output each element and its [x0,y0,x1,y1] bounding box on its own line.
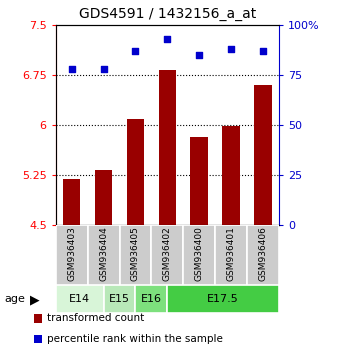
Text: E17.5: E17.5 [207,294,239,304]
Bar [215,225,247,285]
Bar [88,225,120,285]
Bar [56,285,103,313]
Text: E15: E15 [109,294,130,304]
Point [69,66,74,72]
Text: GSM936405: GSM936405 [131,226,140,281]
Text: E16: E16 [141,294,162,304]
Text: E14: E14 [69,294,90,304]
Bar [151,225,183,285]
Bar [159,70,176,225]
Text: GSM936404: GSM936404 [99,226,108,281]
Text: GSM936406: GSM936406 [259,226,267,281]
Bar [167,285,279,313]
Bar [95,170,112,225]
Point [101,66,106,72]
Bar [183,225,215,285]
Text: GSM936403: GSM936403 [67,226,76,281]
Point [196,52,202,58]
Text: age: age [4,295,25,304]
Bar [63,179,80,225]
Bar [222,126,240,225]
Bar [56,225,88,285]
Text: GSM936401: GSM936401 [226,226,236,281]
Point [165,36,170,42]
Bar [127,119,144,225]
Text: GSM936400: GSM936400 [195,226,204,281]
Point [260,48,266,53]
Point [133,48,138,53]
Bar [120,225,151,285]
Text: transformed count: transformed count [47,313,145,324]
Text: ▶: ▶ [30,293,39,306]
Bar [136,285,167,313]
Bar [103,285,136,313]
Bar [247,225,279,285]
Text: GSM936402: GSM936402 [163,226,172,281]
Point [228,46,234,52]
Text: percentile rank within the sample: percentile rank within the sample [47,334,223,344]
Title: GDS4591 / 1432156_a_at: GDS4591 / 1432156_a_at [79,7,256,21]
Bar [254,85,272,225]
Bar [190,137,208,225]
